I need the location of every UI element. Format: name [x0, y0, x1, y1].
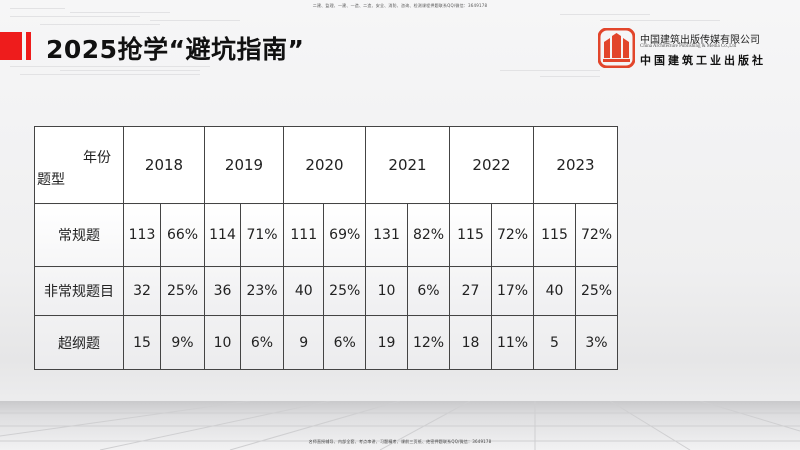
percent-cell: 71%	[240, 203, 284, 267]
title-accent-bar	[0, 32, 22, 60]
count-cell: 113	[123, 203, 161, 267]
bottom-watermark-note: 名师直授辅导、内部全套、考点串讲、习题精考、课前三页纸、绝密押题联系QQ/微信：…	[308, 439, 492, 444]
percent-cell: 72%	[575, 203, 618, 267]
percent-cell: 9%	[160, 315, 205, 370]
publisher-logo: 中国建筑出版传媒有限公司 China Architecture Publishi…	[598, 28, 793, 68]
corner-type-label: 题型	[37, 172, 65, 188]
publisher-name-cn: 中国建筑出版传媒有限公司	[640, 35, 760, 46]
percent-cell: 3%	[575, 315, 618, 370]
publisher-name-cn-calligraphy: 中国建筑工业出版社	[640, 54, 766, 67]
count-cell: 40	[282, 266, 325, 316]
percent-cell: 25%	[160, 266, 205, 316]
publisher-logo-icon	[598, 28, 635, 68]
count-cell: 32	[123, 266, 161, 316]
corner-year-label: 年份	[83, 150, 111, 166]
percent-cell: 25%	[323, 266, 366, 316]
count-cell: 9	[282, 315, 325, 370]
percent-cell: 82%	[407, 203, 450, 267]
percent-cell: 12%	[407, 315, 450, 370]
count-cell: 115	[449, 203, 492, 267]
title-accent-bar-thin	[26, 32, 31, 60]
count-cell: 5	[533, 315, 576, 370]
percent-cell: 23%	[240, 266, 284, 316]
top-watermark-note: 二建、监理、一建、一造、二造、安全、消防、咨询、检测课程押题联系QQ/微信：36…	[312, 3, 488, 8]
count-cell: 40	[533, 266, 576, 316]
count-cell: 111	[282, 203, 325, 267]
count-cell: 18	[449, 315, 492, 370]
percent-cell: 66%	[160, 203, 205, 267]
percent-cell: 69%	[323, 203, 366, 267]
row-label: 常规题	[34, 203, 124, 267]
count-cell: 19	[365, 315, 408, 370]
count-cell: 115	[533, 203, 576, 267]
table-header-row: 年份 题型 2018 2019 2020 2021 2022 2023	[34, 126, 618, 204]
count-cell: 36	[204, 266, 241, 316]
floor-background	[0, 401, 800, 450]
year-header-2020: 2020	[283, 126, 366, 204]
count-cell: 114	[204, 203, 241, 267]
year-header-2018: 2018	[123, 126, 205, 204]
percent-cell: 25%	[575, 266, 618, 316]
year-header-2022: 2022	[449, 126, 534, 204]
exam-question-type-table: 年份 题型 2018 2019 2020 2021 2022 2023 常规题 …	[34, 126, 618, 370]
percent-cell: 6%	[323, 315, 366, 370]
percent-cell: 6%	[240, 315, 284, 370]
year-header-2023: 2023	[533, 126, 618, 204]
row-label: 非常规题目	[34, 266, 124, 316]
percent-cell: 11%	[491, 315, 534, 370]
table-row: 常规题 113 66% 114 71% 111 69% 131 82% 115 …	[34, 203, 618, 267]
count-cell: 15	[123, 315, 161, 370]
count-cell: 10	[204, 315, 241, 370]
percent-cell: 6%	[407, 266, 450, 316]
count-cell: 10	[365, 266, 408, 316]
row-label: 超纲题	[34, 315, 124, 370]
year-header-2019: 2019	[204, 126, 284, 204]
slide-title: 2025抢学“避坑指南”	[46, 35, 305, 64]
table-row: 超纲题 15 9% 10 6% 9 6% 19 12% 18 11% 5 3%	[34, 315, 618, 370]
count-cell: 131	[365, 203, 408, 267]
year-header-2021: 2021	[365, 126, 450, 204]
publisher-name-en: China Architecture Publishing & Media Co…	[640, 44, 737, 49]
percent-cell: 17%	[491, 266, 534, 316]
table-row: 非常规题目 32 25% 36 23% 40 25% 10 6% 27 17% …	[34, 266, 618, 316]
count-cell: 27	[449, 266, 492, 316]
corner-cell: 年份 题型	[34, 126, 124, 204]
percent-cell: 72%	[491, 203, 534, 267]
